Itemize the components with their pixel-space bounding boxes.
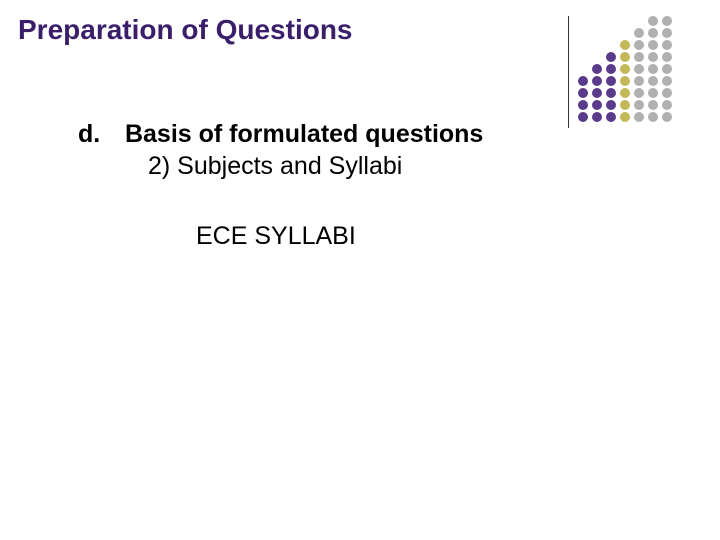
decorative-dot — [606, 112, 616, 122]
decorative-dot — [606, 16, 616, 26]
decorative-dot — [620, 64, 630, 74]
decorative-dot — [634, 40, 644, 50]
title-divider — [568, 16, 569, 128]
decorative-dot — [634, 88, 644, 98]
decorative-dot — [634, 52, 644, 62]
outline-d-marker: d. — [78, 120, 118, 149]
dot-column — [578, 16, 588, 122]
decorative-dot — [578, 88, 588, 98]
slide-title: Preparation of Questions — [18, 14, 353, 46]
outline-d-text: Basis of formulated questions — [125, 120, 483, 149]
dot-column — [606, 16, 616, 122]
decorative-dot — [662, 16, 672, 26]
decorative-dot — [592, 112, 602, 122]
decorative-dot — [620, 16, 630, 26]
decorative-dot — [592, 76, 602, 86]
decorative-dot — [606, 100, 616, 110]
decorative-dot — [592, 100, 602, 110]
dot-column — [634, 16, 644, 122]
decorative-dot — [662, 88, 672, 98]
decorative-dot — [578, 64, 588, 74]
decorative-dot — [592, 16, 602, 26]
decorative-dot — [592, 52, 602, 62]
decorative-dot — [578, 16, 588, 26]
ece-syllabi-label: ECE SYLLABI — [196, 222, 356, 251]
decorative-dot — [634, 64, 644, 74]
decorative-dot — [662, 28, 672, 38]
decorative-dot — [578, 76, 588, 86]
decorative-dot — [578, 112, 588, 122]
corner-dot-grid — [578, 16, 672, 122]
decorative-dot — [662, 76, 672, 86]
decorative-dot — [606, 52, 616, 62]
decorative-dot — [662, 112, 672, 122]
decorative-dot — [662, 64, 672, 74]
decorative-dot — [662, 52, 672, 62]
decorative-dot — [606, 64, 616, 74]
decorative-dot — [578, 100, 588, 110]
decorative-dot — [620, 28, 630, 38]
decorative-dot — [634, 16, 644, 26]
decorative-dot — [648, 100, 658, 110]
decorative-dot — [592, 40, 602, 50]
outline-subitem-2: 2) Subjects and Syllabi — [148, 152, 402, 181]
slide-root: Preparation of Questions d. Basis of for… — [0, 0, 720, 540]
decorative-dot — [620, 52, 630, 62]
decorative-dot — [648, 88, 658, 98]
decorative-dot — [648, 40, 658, 50]
decorative-dot — [662, 100, 672, 110]
decorative-dot — [662, 40, 672, 50]
outline-item-d: d. Basis of formulated questions — [78, 120, 483, 149]
decorative-dot — [620, 88, 630, 98]
decorative-dot — [620, 40, 630, 50]
decorative-dot — [592, 28, 602, 38]
decorative-dot — [634, 76, 644, 86]
decorative-dot — [634, 28, 644, 38]
decorative-dot — [648, 16, 658, 26]
decorative-dot — [606, 40, 616, 50]
decorative-dot — [620, 100, 630, 110]
decorative-dot — [634, 100, 644, 110]
decorative-dot — [648, 64, 658, 74]
decorative-dot — [592, 88, 602, 98]
decorative-dot — [620, 112, 630, 122]
decorative-dot — [648, 52, 658, 62]
decorative-dot — [648, 76, 658, 86]
decorative-dot — [606, 76, 616, 86]
decorative-dot — [578, 40, 588, 50]
decorative-dot — [578, 52, 588, 62]
decorative-dot — [592, 64, 602, 74]
decorative-dot — [620, 76, 630, 86]
decorative-dot — [648, 28, 658, 38]
dot-column — [620, 16, 630, 122]
dot-column — [648, 16, 658, 122]
dot-column — [592, 16, 602, 122]
dot-column — [662, 16, 672, 122]
decorative-dot — [606, 88, 616, 98]
decorative-dot — [578, 28, 588, 38]
decorative-dot — [634, 112, 644, 122]
decorative-dot — [606, 28, 616, 38]
decorative-dot — [648, 112, 658, 122]
